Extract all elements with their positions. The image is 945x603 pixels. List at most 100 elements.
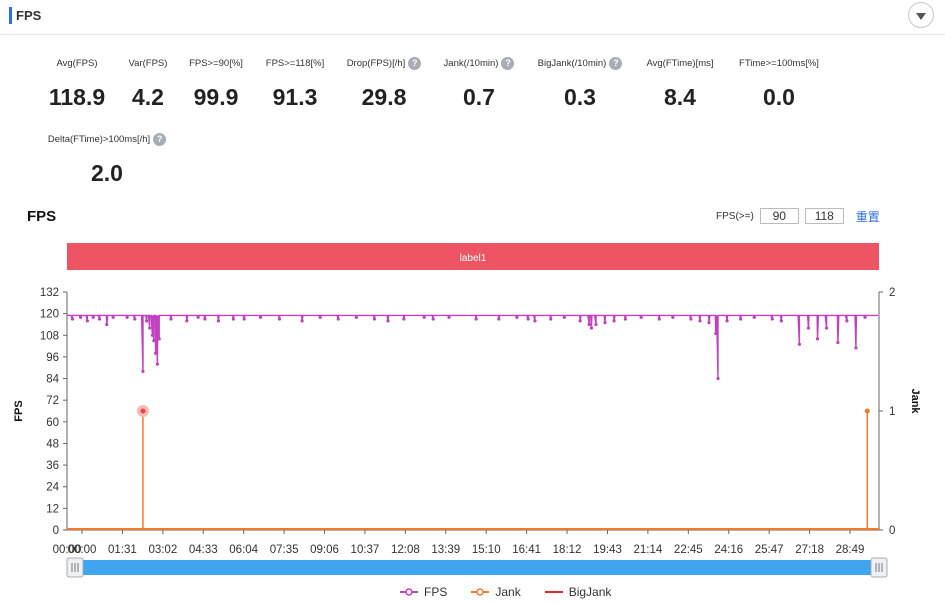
fps-dip-point bbox=[845, 319, 849, 323]
y-tick-label: 24 bbox=[46, 482, 59, 494]
fps-dip-point bbox=[354, 315, 358, 319]
x-tick-label: 16:41 bbox=[512, 544, 541, 556]
fps-dip-point bbox=[739, 317, 743, 321]
metric-value: 29.8 bbox=[361, 84, 407, 110]
y-tick-label: 72 bbox=[46, 395, 59, 407]
x-tick-label: 13:39 bbox=[431, 544, 460, 556]
help-icon[interactable]: ? bbox=[408, 56, 422, 70]
fps-dip-point bbox=[402, 317, 406, 321]
fps-dip-point bbox=[752, 315, 756, 319]
fps-dip-point bbox=[203, 317, 207, 321]
x-tick-label: 24:16 bbox=[714, 544, 743, 556]
metric-6: BigJank(/10min)? 0.3 bbox=[510, 56, 650, 111]
fps-chart: label10122436486072849610812013201200:00… bbox=[13, 243, 921, 578]
fps-dip-point bbox=[716, 376, 720, 381]
fps-dip-point bbox=[154, 351, 158, 355]
metric-value: 99.9 bbox=[193, 84, 239, 110]
jank-point bbox=[864, 408, 870, 414]
fps-dip-point bbox=[169, 317, 173, 321]
fps-dip-point bbox=[242, 317, 246, 321]
fps-dip-point bbox=[587, 322, 591, 327]
metric-value: 4.2 bbox=[132, 84, 164, 110]
y-tick-label: 108 bbox=[40, 330, 59, 342]
metric-label-text: BigJank(/10min) bbox=[537, 57, 607, 69]
fps-dip-point bbox=[372, 317, 377, 321]
reset-link[interactable]: 重置 bbox=[855, 209, 880, 224]
x-tick-label: 07:35 bbox=[270, 544, 299, 556]
fps-threshold-input-1[interactable]: 90 bbox=[759, 208, 799, 224]
metric-9: Delta(FTime)>100ms[/h]? 2.0 bbox=[37, 132, 177, 187]
fps-dip-point bbox=[431, 317, 435, 321]
x-tick-label: 10:37 bbox=[351, 544, 380, 556]
fps-dip-point bbox=[671, 315, 675, 319]
metric-label-text: Delta(FTime)>100ms[/h] bbox=[47, 133, 151, 145]
fps-dip-point bbox=[714, 331, 718, 336]
metric-label: Jank(/10min)? bbox=[409, 56, 549, 70]
help-icon[interactable]: ? bbox=[609, 56, 623, 70]
x-tick-label: 12:08 bbox=[391, 544, 420, 556]
fps-dip-point bbox=[300, 319, 304, 323]
metric-label: Var(FPS) bbox=[78, 56, 218, 70]
zoom-slider-track[interactable] bbox=[69, 560, 881, 575]
legend-label-fps: FPS bbox=[424, 585, 448, 599]
fps-dip-point bbox=[612, 319, 616, 323]
y-tick-label: 36 bbox=[46, 460, 59, 472]
metric-7: Avg(FTime)[ms] 8.4 bbox=[610, 56, 750, 111]
fps-dip-point bbox=[318, 315, 322, 319]
metric-label: FPS>=90[%] bbox=[146, 56, 286, 70]
fps-dip-point bbox=[258, 315, 263, 319]
fps-dip-point bbox=[707, 321, 711, 325]
metric-label: Drop(FPS)[/h]? bbox=[314, 56, 454, 70]
fps-dip-point bbox=[562, 315, 566, 319]
metric-3: FPS>=118[%] 91.3 bbox=[225, 56, 365, 111]
metric-label-text: FPS>=90[%] bbox=[189, 57, 243, 69]
metric-value: 0.3 bbox=[564, 84, 596, 110]
y-tick-label: 48 bbox=[46, 438, 59, 450]
x-tick-label: 22:45 bbox=[674, 544, 703, 556]
legend-item-bigjank[interactable]: BigJank bbox=[544, 585, 611, 599]
x-tick-label: 25:47 bbox=[755, 544, 784, 556]
collapse-toggle-button[interactable] bbox=[908, 2, 934, 28]
y2-tick-label: 0 bbox=[889, 525, 895, 537]
metric-label-text: Avg(FPS) bbox=[56, 57, 98, 69]
fps-dip-point bbox=[111, 315, 115, 319]
metric-label-text: Drop(FPS)[/h] bbox=[346, 57, 406, 69]
x-tick-label: 04:33 bbox=[189, 544, 218, 556]
fps-dip-point bbox=[157, 337, 161, 341]
x-tick-label: 19:43 bbox=[593, 544, 622, 556]
metric-value: 0.0 bbox=[763, 84, 795, 110]
x-tick-label: 21:14 bbox=[634, 544, 663, 556]
fps-dip-point bbox=[105, 322, 109, 327]
fps-threshold-input-2[interactable]: 118 bbox=[804, 208, 844, 224]
fps-dip-point bbox=[526, 317, 530, 321]
fps-dip-point bbox=[497, 317, 501, 321]
fps-dip-point bbox=[85, 319, 89, 323]
legend-item-jank[interactable]: Jank bbox=[471, 585, 521, 599]
fps-dip-point bbox=[797, 342, 802, 346]
fps-dip-point bbox=[689, 317, 693, 321]
x-tick-label-start: 00:00 bbox=[53, 544, 82, 556]
fps-dip-point bbox=[196, 315, 200, 319]
y-tick-label: 12 bbox=[46, 503, 59, 515]
y2-tick-label: 1 bbox=[889, 406, 895, 418]
chart-legend: FPS Jank BigJank bbox=[400, 585, 635, 599]
x-tick-label: 00:00 bbox=[68, 544, 97, 556]
fps-dip-point bbox=[515, 315, 519, 319]
fps-threshold-controls: FPS(>=) 90 118 重置 bbox=[716, 208, 880, 224]
metric-8: FTime>=100ms[%] 0.0 bbox=[709, 56, 849, 111]
chevron-down-icon bbox=[916, 13, 926, 20]
help-icon[interactable]: ? bbox=[501, 56, 515, 70]
fps-dip-point bbox=[770, 317, 774, 321]
fps-dip-point bbox=[589, 326, 594, 330]
help-icon[interactable]: ? bbox=[153, 132, 167, 146]
x-tick-label: 09:06 bbox=[310, 544, 339, 556]
metric-2: FPS>=90[%] 99.9 bbox=[146, 56, 286, 111]
fps-dip-point bbox=[863, 315, 867, 319]
metric-label-text: Var(FPS) bbox=[128, 57, 168, 69]
metric-label: Avg(FPS) bbox=[7, 56, 147, 70]
legend-item-fps[interactable]: FPS bbox=[400, 585, 447, 599]
panel-accent-bar bbox=[9, 7, 12, 24]
fps-dip-point bbox=[578, 319, 582, 323]
y-tick-label: 84 bbox=[46, 374, 59, 386]
fps-dip-point bbox=[277, 317, 282, 321]
